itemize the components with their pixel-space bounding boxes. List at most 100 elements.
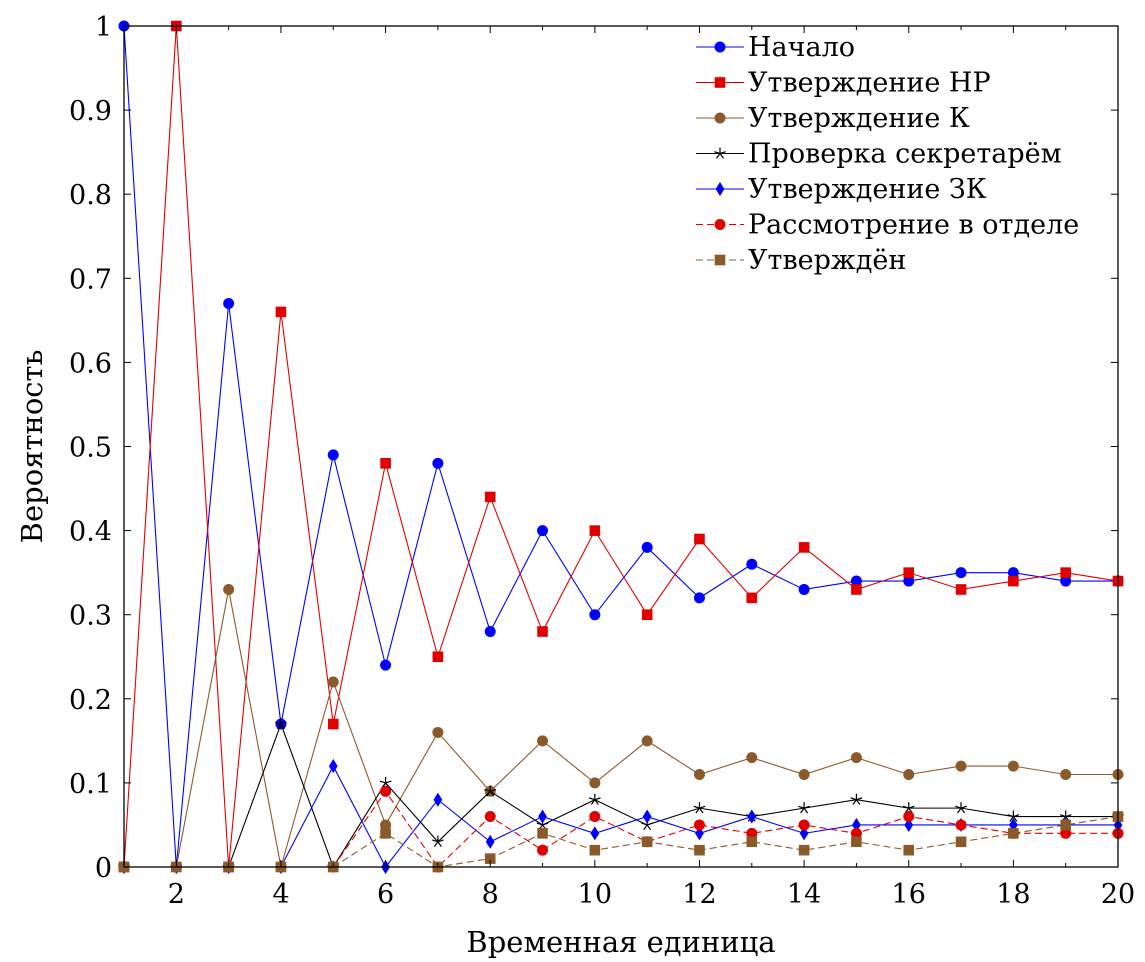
series-2 [118, 20, 1124, 873]
legend-label: Утверждение НР [748, 68, 991, 99]
series-line [123, 25, 1119, 868]
data-point [589, 525, 601, 536]
data-point [746, 592, 758, 604]
data-point [379, 776, 392, 789]
x-tick-label: 8 [482, 879, 499, 910]
data-point [433, 792, 443, 807]
x-tick-label: 14 [787, 879, 821, 910]
data-point [641, 609, 653, 621]
data-point [798, 542, 810, 553]
data-point [1060, 819, 1071, 831]
data-point [275, 718, 287, 730]
data-point [589, 811, 601, 823]
data-point [695, 826, 704, 841]
legend-marker [714, 147, 726, 159]
y-tick-label: 0.6 [69, 348, 112, 379]
data-point [693, 802, 706, 814]
data-point [589, 777, 601, 789]
data-point [588, 793, 601, 805]
data-point [223, 298, 235, 310]
data-point [380, 785, 392, 797]
legend-label: Утверждение ЗК [748, 174, 987, 205]
legend-label: Проверка секретарём [748, 139, 1062, 170]
x-tick-label: 18 [996, 879, 1030, 910]
data-point [850, 752, 862, 764]
series-4 [118, 718, 1124, 873]
y-axis-label: Вероятность [15, 350, 49, 544]
data-point [1007, 760, 1019, 772]
data-point [1008, 828, 1019, 839]
data-point [380, 659, 392, 671]
data-point [484, 491, 496, 503]
data-point [590, 826, 600, 841]
legend-item: Утверждение НР [696, 68, 991, 99]
legend-label: Рассмотрение в отделе [748, 210, 1079, 241]
series-line [124, 589, 1118, 868]
series-line [124, 722, 1118, 869]
y-tick-label: 0 [95, 853, 112, 884]
data-point [903, 844, 915, 856]
data-point [746, 836, 758, 848]
y-tick-label: 0.4 [69, 517, 112, 548]
y-tick-label: 1 [95, 12, 112, 43]
x-tick-label: 10 [578, 879, 612, 910]
data-point [642, 809, 652, 824]
data-point [432, 726, 444, 738]
series-line [124, 790, 1118, 868]
legend-label: Утверждён [748, 245, 906, 276]
data-point [798, 819, 810, 831]
legend: Начало Утверждение НР Утверждение К Проверк… [696, 32, 1079, 276]
y-tick-label: 0.9 [69, 96, 112, 127]
data-point [1008, 575, 1019, 587]
legend-item: Утверждён [696, 245, 906, 276]
data-point [589, 844, 601, 856]
data-point [641, 541, 653, 553]
data-point [798, 802, 810, 814]
series-6 [118, 785, 1124, 873]
legend-item: Утверждение К [696, 103, 970, 134]
data-point [1060, 567, 1071, 578]
y-tick-label: 0.8 [69, 180, 112, 211]
x-tick-label: 20 [1101, 879, 1135, 910]
data-point [693, 768, 705, 780]
data-point [799, 826, 809, 841]
data-point [484, 785, 497, 797]
data-point [380, 458, 391, 469]
data-point [327, 676, 339, 688]
plot-area [118, 20, 1124, 875]
data-point [746, 558, 758, 570]
data-point [327, 718, 339, 730]
x-tick-label: 2 [168, 879, 185, 910]
data-point [432, 835, 444, 847]
data-point [537, 844, 549, 856]
data-point [747, 809, 757, 824]
data-point [1059, 810, 1072, 822]
data-point [798, 583, 810, 595]
y-tick-label: 0.3 [69, 601, 112, 632]
y-tick-label: 0.5 [69, 433, 112, 464]
legend-marker [714, 77, 726, 88]
data-point [902, 802, 915, 814]
data-point [537, 828, 548, 839]
data-point [693, 592, 705, 604]
x-axis: 2 4 6 8 10 12 14 16 18 20 [123, 26, 1135, 910]
data-point [1060, 768, 1072, 780]
series-line [124, 764, 1118, 869]
legend-marker [714, 219, 726, 231]
data-point [538, 809, 547, 824]
data-point [641, 836, 653, 848]
data-point [694, 844, 705, 856]
data-point [485, 834, 495, 849]
data-point [275, 306, 287, 318]
y-tick-label: 0.2 [69, 685, 112, 716]
data-point [693, 819, 705, 831]
data-point [589, 609, 601, 621]
x-tick-label: 16 [892, 879, 926, 910]
data-point [955, 584, 967, 595]
data-point [746, 752, 758, 764]
data-point [851, 584, 862, 595]
data-point [903, 567, 915, 578]
series-line [123, 25, 1118, 868]
series-5 [119, 759, 1123, 875]
